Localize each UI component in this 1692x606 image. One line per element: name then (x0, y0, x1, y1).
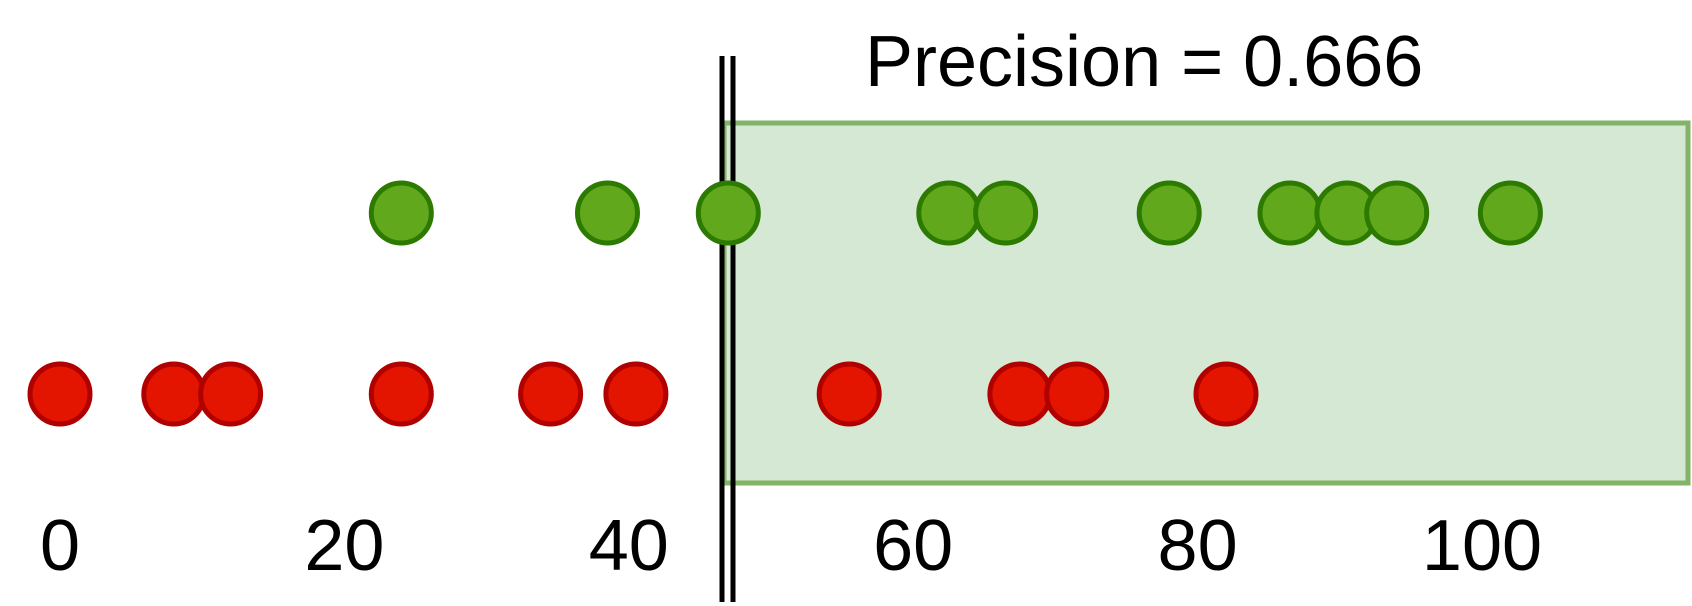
negative-point (518, 361, 584, 427)
negative-point (1193, 361, 1259, 427)
positive-point (1477, 180, 1543, 246)
tick-label: 40 (589, 506, 669, 586)
negative-point (27, 361, 93, 427)
tick-label: 80 (1158, 506, 1238, 586)
positive-point (916, 180, 982, 246)
positive-point (575, 180, 640, 246)
negative-point (603, 361, 669, 427)
negative-point (987, 361, 1053, 427)
precision-label: Precision = 0.666 (865, 22, 1423, 102)
tick-label: 100 (1422, 506, 1542, 586)
positive-points (368, 180, 1543, 246)
negative-point (816, 361, 882, 427)
tick-label: 0 (40, 506, 80, 586)
negative-point (1044, 361, 1110, 427)
axis-tick-labels: 0 20 40 60 80 100 (40, 506, 1542, 586)
positive-point (1364, 180, 1430, 246)
negative-point (141, 361, 207, 427)
positive-point (973, 180, 1039, 246)
negative-point (368, 361, 434, 427)
positive-point (1257, 180, 1323, 246)
selected-region (721, 120, 1691, 486)
negative-points (27, 361, 1259, 427)
positive-point (368, 180, 434, 246)
tick-label: 20 (304, 506, 384, 586)
positive-point (1136, 180, 1202, 246)
negative-point (198, 361, 264, 427)
positive-point (695, 180, 761, 246)
tick-label: 60 (873, 506, 953, 586)
